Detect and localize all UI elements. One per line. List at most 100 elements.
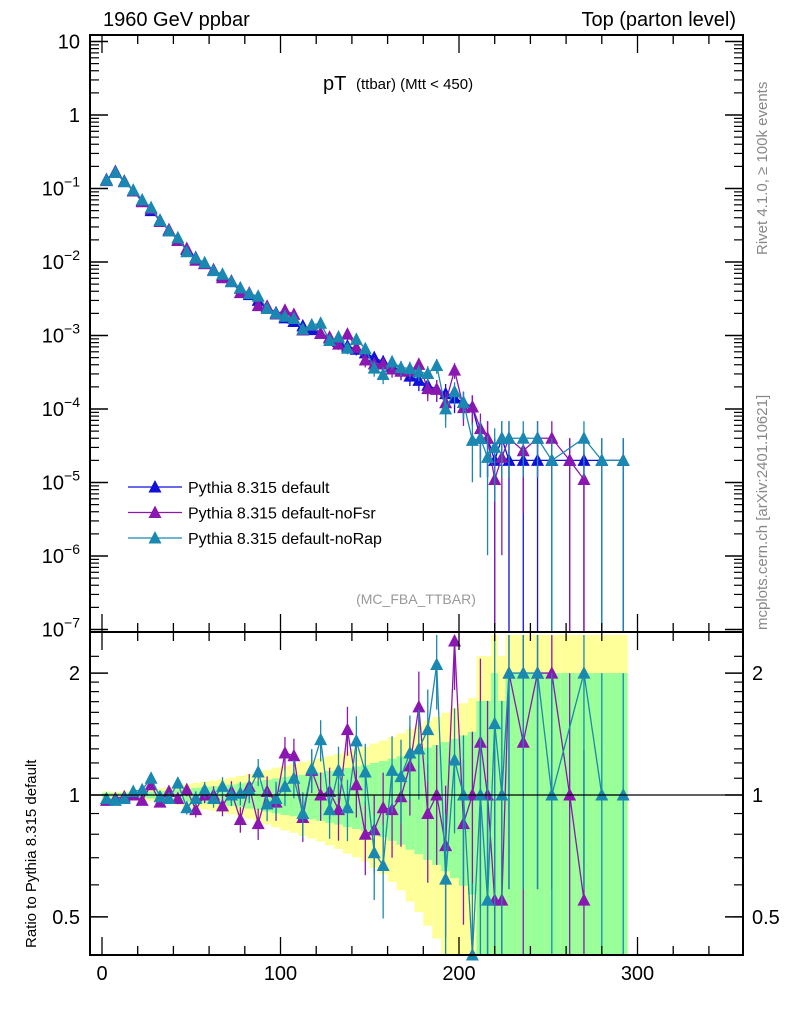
ratio-point xyxy=(403,745,417,759)
y-tick-label: 10−1 xyxy=(42,174,80,201)
ratio-point xyxy=(421,722,435,736)
y-tick-label: 10−7 xyxy=(42,615,80,642)
y-tick-base: 1 xyxy=(69,105,80,127)
data-point xyxy=(349,340,363,353)
band-inner xyxy=(560,673,577,955)
ratio-point xyxy=(99,791,113,805)
x-tick-label: 0 xyxy=(96,963,107,985)
plot-title: pT xyxy=(323,73,346,95)
ratio-point xyxy=(180,782,194,796)
data-point xyxy=(126,183,140,196)
ratio-point xyxy=(314,788,328,801)
data-point xyxy=(421,366,435,379)
data-point xyxy=(314,326,328,339)
legend-item: Pythia 8.315 default-noFsr xyxy=(128,505,376,523)
ratio-frame xyxy=(89,631,744,956)
data-point xyxy=(269,306,283,319)
data-point xyxy=(332,329,346,343)
y-tick-label: 10−3 xyxy=(42,321,80,348)
legend-marker xyxy=(148,480,162,493)
ratio-point xyxy=(242,782,256,796)
y-tick-label: 1 xyxy=(69,105,80,127)
ratio-point xyxy=(305,761,319,775)
ratio-point xyxy=(296,806,310,820)
data-point xyxy=(545,453,559,466)
legend-marker xyxy=(148,505,162,518)
ratio-point xyxy=(314,732,328,746)
ratio-point xyxy=(332,763,346,776)
data-point xyxy=(516,431,530,444)
analysis-label: (MC_FBA_TTBAR) xyxy=(356,591,476,607)
y-tick-base: 10 xyxy=(42,252,64,274)
x-tick-label: 300 xyxy=(621,963,654,985)
data-point xyxy=(153,213,167,227)
ratio-point xyxy=(153,789,167,803)
data-point xyxy=(278,309,292,322)
data-point xyxy=(412,357,426,370)
data-point xyxy=(323,333,337,346)
ratio-point xyxy=(376,858,390,871)
ratio-point xyxy=(376,800,390,814)
plot-title-sub: (ttbar) (Mtt < 450) xyxy=(356,76,473,93)
ratio-tick-label-left: 0.5 xyxy=(52,907,80,929)
ratio-point xyxy=(412,741,426,755)
ratio-tick-label-left: 2 xyxy=(69,663,80,685)
y-tick-base: 10 xyxy=(42,326,64,348)
ratio-point xyxy=(144,777,158,791)
ratio-point xyxy=(135,782,149,796)
band-inner xyxy=(307,773,317,820)
plot-title-main: pT xyxy=(323,73,346,95)
band-inner xyxy=(544,673,561,955)
band-inner xyxy=(592,673,613,955)
legend: Pythia 8.315 default Pythia 8.315 default… xyxy=(128,480,382,548)
ratio-point xyxy=(430,657,444,671)
data-point xyxy=(394,360,408,374)
ratio-tick-label-right: 1 xyxy=(752,785,763,807)
ratio-point xyxy=(323,802,337,816)
band-inner xyxy=(414,750,424,855)
ratio-point xyxy=(251,764,265,778)
legend-label: Pythia 8.315 default-noFsr xyxy=(188,506,376,523)
x-tick-label: 100 xyxy=(264,963,297,985)
ratio-point xyxy=(189,791,203,805)
ratio-point xyxy=(340,722,354,736)
data-point xyxy=(367,361,381,374)
ratio-point xyxy=(394,769,408,783)
data-point xyxy=(242,286,256,300)
ratio-tick-label-left: 1 xyxy=(69,785,80,807)
ratio-point xyxy=(358,827,372,840)
data-point xyxy=(215,267,229,280)
y-tick-label: 10−2 xyxy=(42,247,80,274)
y-tick-exponent: −5 xyxy=(64,468,80,484)
data-point xyxy=(376,367,390,380)
y-tick-base: 10 xyxy=(42,546,64,568)
ratio-point xyxy=(162,791,176,805)
data-point xyxy=(233,280,247,294)
data-point xyxy=(448,363,462,376)
ratio-point xyxy=(448,634,462,647)
data-point xyxy=(162,223,176,237)
data-point xyxy=(448,384,462,398)
ratio-point xyxy=(488,716,502,730)
ratio-point xyxy=(531,666,545,679)
ratio-point xyxy=(180,800,194,814)
band-inner xyxy=(505,673,517,955)
data-point xyxy=(358,353,372,366)
ratio-point xyxy=(198,782,212,796)
data-point xyxy=(421,381,435,395)
ratio-point xyxy=(340,800,354,814)
y-tick-exponent: −3 xyxy=(64,321,80,337)
ratio-point xyxy=(456,788,470,801)
y-tick-base: 10 xyxy=(42,179,64,201)
y-tick-label: 10−6 xyxy=(42,541,80,568)
data-point xyxy=(430,358,444,372)
data-point xyxy=(385,354,399,368)
data-point xyxy=(198,255,212,269)
data-point xyxy=(358,341,372,355)
y-tick-base: 10 xyxy=(42,399,64,421)
ratio-point xyxy=(516,666,530,679)
x-tick-label: 200 xyxy=(442,963,475,985)
data-point xyxy=(189,251,203,264)
data-point xyxy=(473,431,487,444)
